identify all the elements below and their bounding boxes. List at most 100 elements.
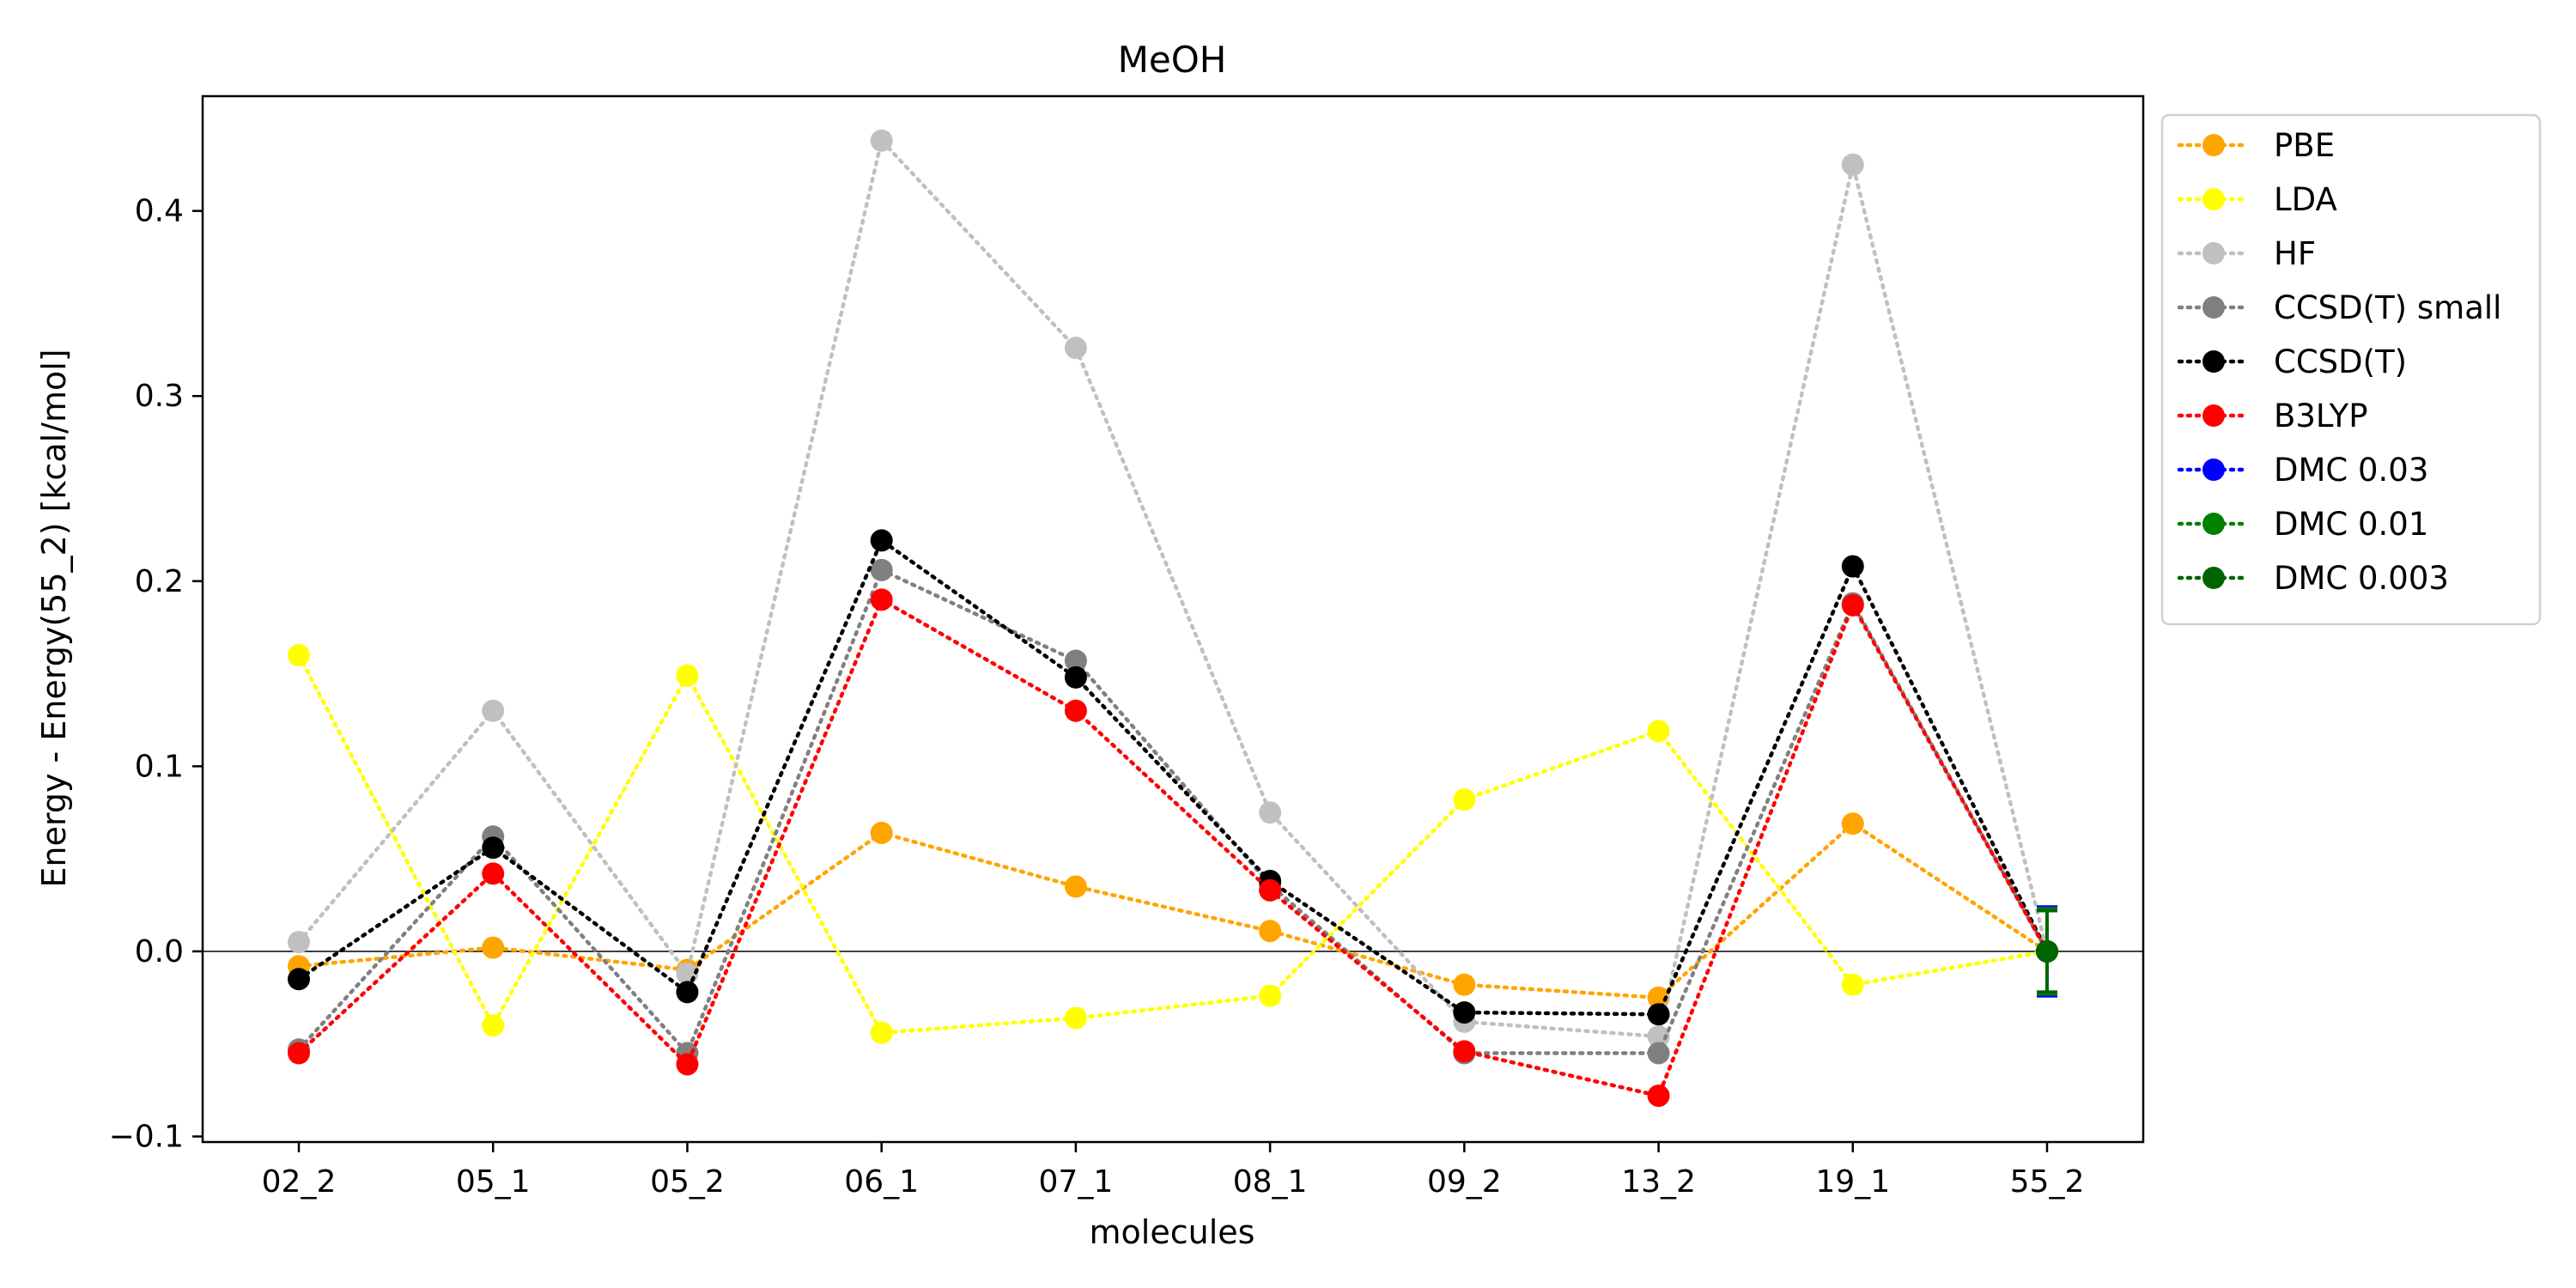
data-point: [482, 862, 505, 885]
data-point: [482, 836, 505, 860]
legend-label: DMC 0.03: [2274, 452, 2428, 489]
series-8: [2036, 908, 2058, 994]
legend-marker: [2202, 350, 2225, 373]
legend: PBE LDA HF CCSD(T) small CCSD(T) B3LYP DMC 0.0…: [2160, 113, 2542, 626]
data-point: [1841, 973, 1864, 996]
series-line: [296, 821, 2050, 1000]
y-tick-label: 0.4: [135, 194, 184, 229]
x-axis-label: molecules: [1090, 1213, 1255, 1251]
data-point: [1647, 720, 1670, 743]
x-tick-label: 09_2: [1427, 1164, 1502, 1200]
legend-label: DMC 0.01: [2274, 506, 2428, 543]
data-point: [1647, 1003, 1670, 1026]
data-point: [1647, 986, 1670, 1009]
legend-marker: [2202, 296, 2225, 319]
series-line: [296, 597, 2050, 1098]
legend-marker: [2202, 404, 2225, 427]
series-0: [288, 812, 2058, 1009]
legend-entry-4: CCSD(T): [2177, 343, 2407, 380]
data-point: [1259, 801, 1282, 824]
legend-label: LDA: [2274, 181, 2337, 218]
y-tick-label: 0.1: [135, 749, 184, 784]
data-point: [1841, 153, 1864, 176]
data-point: [870, 529, 893, 552]
legend-entry-6: DMC 0.03: [2177, 452, 2428, 489]
legend-entry-5: B3LYP: [2177, 398, 2368, 434]
y-tick-label: 0.3: [135, 379, 184, 414]
data-point: [288, 931, 310, 954]
x-tick-label: 19_1: [1815, 1164, 1890, 1200]
data-point: [676, 1053, 699, 1076]
data-point: [1647, 1042, 1670, 1065]
legend-entry-1: LDA: [2177, 181, 2337, 218]
x-tick-label: 08_1: [1233, 1164, 1308, 1200]
x-tick-label: 06_1: [844, 1164, 919, 1200]
series-line: [296, 653, 2050, 1036]
data-point: [288, 968, 310, 991]
legend-label: CCSD(T): [2274, 343, 2407, 380]
legend-label: HF: [2274, 235, 2316, 272]
legend-entry-2: HF: [2177, 235, 2316, 272]
series-line: [296, 537, 2050, 1017]
data-point: [482, 936, 505, 959]
x-tick-label: 02_2: [262, 1164, 337, 1200]
legend-entry-0: PBE: [2177, 127, 2335, 164]
legend-entry-7: DMC 0.01: [2177, 506, 2428, 543]
data-point: [288, 1042, 310, 1065]
data-point: [2036, 939, 2058, 963]
x-tick-label: 07_1: [1039, 1164, 1114, 1200]
data-point: [1259, 920, 1282, 943]
x-tick-label: 05_1: [456, 1164, 531, 1200]
series-line: [296, 567, 2050, 1057]
chart-title: MeOH: [1118, 39, 1227, 81]
data-point: [1453, 1001, 1476, 1024]
data-point: [1841, 812, 1864, 835]
series-5: [288, 588, 2058, 1108]
data-point: [1064, 665, 1087, 689]
legend-label: B3LYP: [2274, 398, 2368, 434]
data-point: [1841, 555, 1864, 578]
data-point: [870, 129, 893, 152]
data-point: [1841, 593, 1864, 617]
data-point: [1259, 878, 1282, 902]
legend-label: CCSD(T) small: [2274, 289, 2501, 326]
x-tick-label: 05_2: [650, 1164, 725, 1200]
data-point: [1064, 1006, 1087, 1030]
legend-entry-3: CCSD(T) small: [2177, 289, 2501, 326]
data-point: [482, 699, 505, 722]
legend-label: PBE: [2274, 127, 2335, 164]
data-point: [482, 1014, 505, 1037]
plot-frame: [201, 94, 2145, 1144]
data-point: [1647, 1084, 1670, 1108]
y-axis-label: Energy - Energy(55_2) [kcal/mol]: [35, 349, 73, 887]
data-point: [870, 821, 893, 844]
data-point: [1647, 1025, 1670, 1048]
legend-marker: [2202, 188, 2225, 210]
y-tick-label: 0.2: [135, 564, 184, 599]
y-tick-label: 0.0: [135, 934, 184, 969]
legend-marker: [2202, 567, 2225, 589]
y-tick-label: −0.1: [109, 1120, 184, 1155]
data-point: [1453, 1040, 1476, 1063]
data-point: [1064, 649, 1087, 672]
legend-marker: [2202, 242, 2225, 264]
data-point: [870, 588, 893, 611]
legend-marker: [2202, 134, 2225, 156]
data-point: [1064, 337, 1087, 360]
data-point: [1453, 788, 1476, 811]
data-point: [870, 558, 893, 581]
legend-entry-8: DMC 0.003: [2177, 560, 2449, 597]
data-point: [1064, 875, 1087, 898]
data-point: [676, 981, 699, 1004]
data-point: [1259, 984, 1282, 1007]
data-point: [676, 664, 699, 687]
x-tick-label: 55_2: [2010, 1164, 2085, 1200]
legend-box: [2160, 113, 2542, 626]
data-point: [1064, 699, 1087, 722]
data-point: [870, 1021, 893, 1044]
legend-marker: [2202, 459, 2225, 481]
plot-area: 02_2 05_1 05_2 06_1 07_1 08_1 09_2 13_2 19_1 55_2…: [109, 94, 2145, 1200]
series-line: [296, 137, 2050, 1039]
